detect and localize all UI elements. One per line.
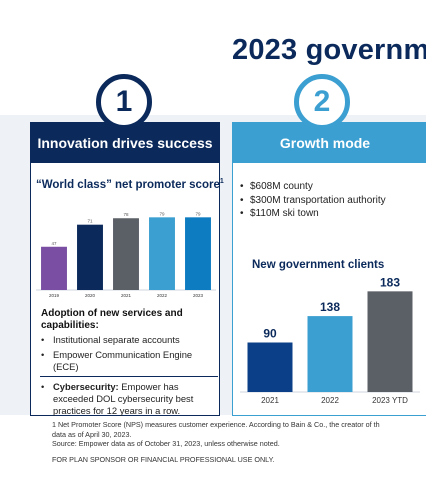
bar-value-label: 79 bbox=[195, 211, 201, 216]
x-tick-label: 2023 YTD bbox=[372, 396, 408, 405]
adoption-item-text: Empower Communication Engine (ECE) bbox=[53, 349, 193, 372]
adoption-item-bold: Cybersecurity: bbox=[53, 381, 119, 392]
adoption-item: Empower Communication Engine (ECE) bbox=[40, 349, 218, 373]
adoption-item-text: Institutional separate accounts bbox=[53, 334, 180, 345]
x-tick-label: 2022 bbox=[157, 293, 168, 298]
footnotes: 1 Net Promoter Score (NPS) measures cust… bbox=[52, 420, 426, 464]
bar bbox=[247, 342, 293, 392]
growth-list: $608M county $300M transportation author… bbox=[240, 180, 386, 221]
adoption-item: Institutional separate accounts bbox=[40, 334, 218, 346]
bar-value-label: 79 bbox=[159, 211, 165, 216]
clients-chart-title: New government clients bbox=[252, 259, 385, 271]
bar bbox=[307, 316, 353, 392]
clients-bar-chart: 90 2021 138 2022 183 2023 YTD bbox=[240, 276, 420, 405]
step-2-badge: 2 bbox=[294, 74, 350, 130]
bar bbox=[113, 218, 139, 290]
footnote-line: 1 Net Promoter Score (NPS) measures cust… bbox=[52, 420, 380, 429]
bar bbox=[149, 217, 175, 290]
growth-item: $110M ski town bbox=[240, 207, 386, 221]
footnote-line: Source: Empower data as of October 31, 2… bbox=[52, 439, 280, 449]
divider bbox=[40, 376, 218, 377]
x-tick-label: 2023 bbox=[193, 293, 204, 298]
page-headline: 2023 governm bbox=[232, 34, 426, 66]
nps-footnote-marker: 1 bbox=[219, 178, 224, 185]
bar-value-label: 47 bbox=[51, 241, 57, 246]
bar bbox=[185, 217, 211, 290]
adoption-list: Institutional separate accounts Empower … bbox=[40, 334, 218, 420]
adoption-item-text: Empower has exceeded DOL cybersecurity b… bbox=[53, 381, 194, 416]
x-tick-label: 2021 bbox=[261, 396, 279, 405]
growth-panel-title: Growth mode bbox=[233, 123, 426, 163]
bar-value-label: 183 bbox=[380, 276, 400, 289]
bar-value-label: 90 bbox=[263, 327, 277, 341]
adoption-subheading: Adoption of new services and capabilitie… bbox=[41, 308, 183, 331]
step-1-badge: 1 bbox=[96, 74, 152, 130]
bar bbox=[77, 224, 103, 290]
growth-item: $300M transportation authority bbox=[240, 194, 386, 208]
nps-bar-chart: 47 2019 71 2020 78 2021 79 2022 79 2023 bbox=[36, 211, 216, 298]
bar-value-label: 138 bbox=[320, 300, 340, 314]
x-tick-label: 2019 bbox=[49, 293, 60, 298]
footnote-line: data as of April 30, 2023. bbox=[52, 429, 132, 439]
growth-item: $608M county bbox=[240, 180, 386, 194]
adoption-item: Cybersecurity: Empower has exceeded DOL … bbox=[40, 381, 218, 417]
x-tick-label: 2020 bbox=[85, 293, 96, 298]
bar bbox=[367, 291, 413, 392]
x-tick-label: 2022 bbox=[321, 396, 339, 405]
nps-chart-title: “World class” net promoter score1 bbox=[36, 178, 224, 191]
nps-title-text: “World class” net promoter score bbox=[36, 178, 220, 191]
bar-value-label: 71 bbox=[87, 219, 93, 224]
disclaimer: FOR PLAN SPONSOR OR FINANCIAL PROFESSION… bbox=[52, 454, 275, 464]
bar-value-label: 78 bbox=[123, 212, 129, 217]
bar bbox=[41, 246, 67, 290]
x-tick-label: 2021 bbox=[121, 293, 132, 298]
